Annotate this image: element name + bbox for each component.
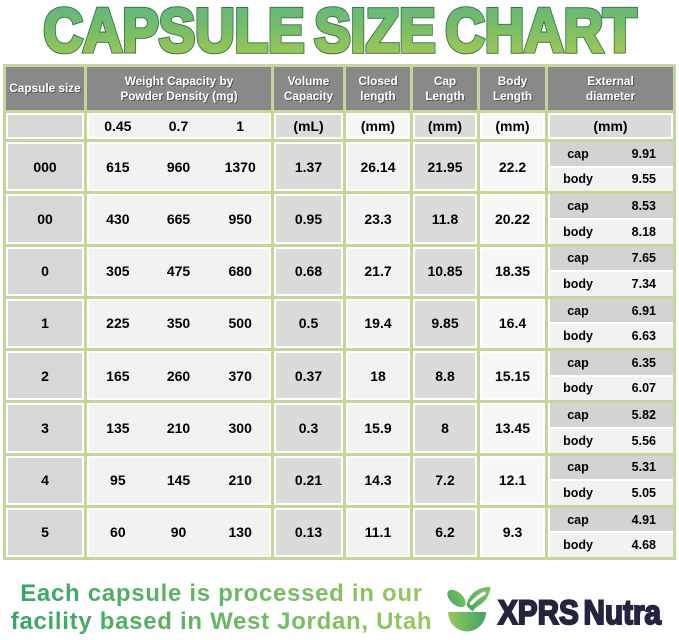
svg-text:CAPSULE SIZE CHART: CAPSULE SIZE CHART — [44, 0, 637, 62]
svg-text:XPRS Nutra: XPRS Nutra — [498, 594, 662, 632]
svg-text:CAPSULE SIZE CHART: CAPSULE SIZE CHART — [44, 0, 637, 62]
